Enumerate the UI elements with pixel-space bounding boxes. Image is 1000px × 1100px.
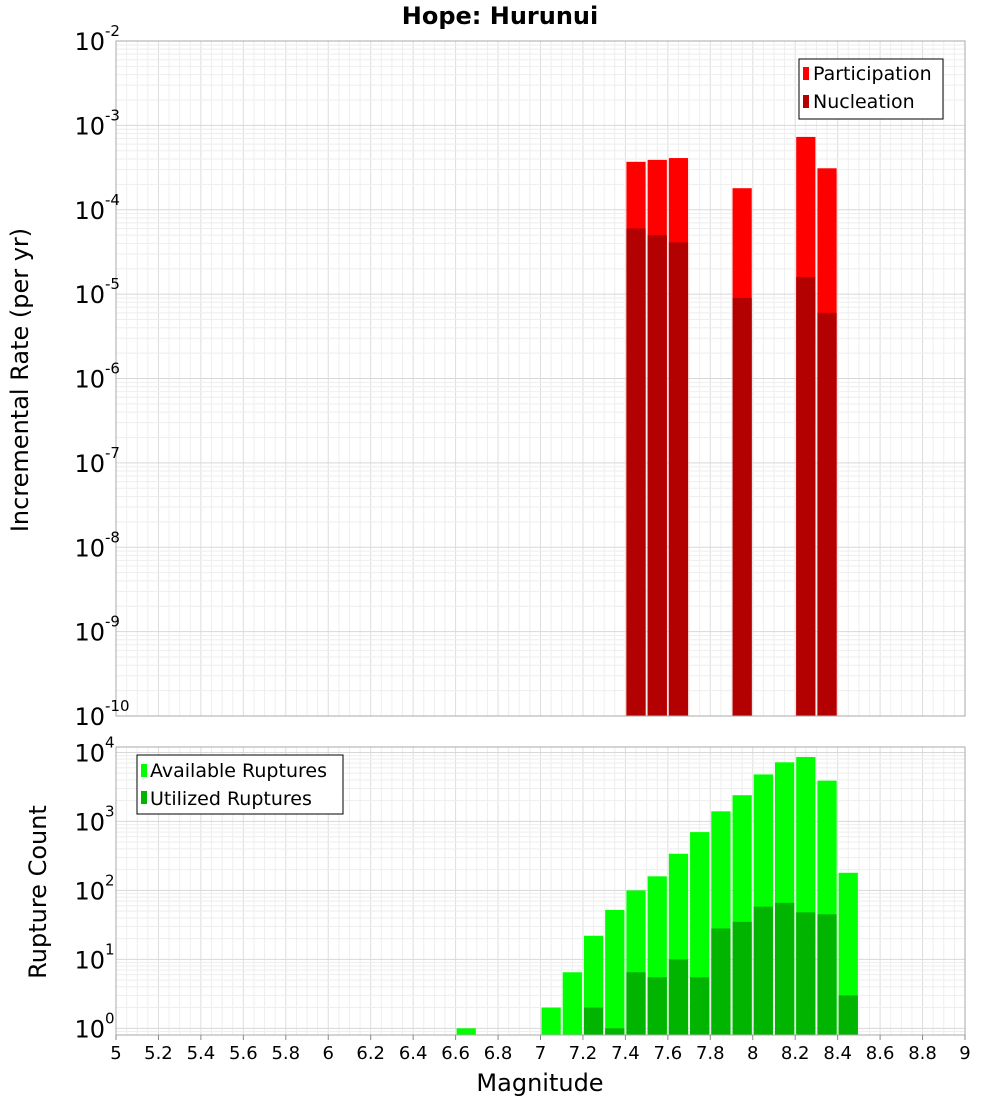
legend-label-nucleation: Nucleation [813,91,915,113]
count-bar-b [838,995,858,1035]
count-y-axis-label: Rupture Count [24,805,52,979]
rate-bar-b [796,276,816,716]
x-tick-label: 8.2 [781,1043,810,1064]
x-tick-label: 7.6 [654,1043,683,1064]
count-y-tick-label: 10 [74,946,105,974]
x-tick-label: 6 [323,1043,334,1064]
rate-y-axis-label: Incremental Rate (per yr) [6,228,34,532]
count-bar-b [690,977,710,1035]
x-tick-label: 6.8 [484,1043,513,1064]
rate-y-tick-label: 10 [74,281,105,309]
legend-swatch-nucleation [803,95,809,108]
rate-y-tick-label: 10 [74,197,105,225]
x-tick-label: 6.6 [441,1043,470,1064]
rate-y-tick-exponent: -3 [105,106,120,124]
rate-y-tick-exponent: -2 [105,22,120,40]
count-y-tick-label: 10 [74,739,105,767]
count-bar-b [647,977,667,1035]
x-axis-label: Magnitude [476,1069,603,1097]
count-bar-a [838,872,858,1035]
rate-y-tick-exponent: -8 [105,528,120,546]
rate-gridlines [115,40,966,717]
rate-plot-border [115,40,966,717]
rate-bars [626,136,837,717]
count-y-tick-label: 10 [74,1015,105,1043]
chart-title: Hope: Hurunui [402,2,598,30]
x-tick-label: 6.2 [356,1043,385,1064]
rate-bar-b [626,228,646,716]
count-bar-b [668,959,689,1035]
x-tick-label: 8 [747,1043,758,1064]
rate-y-tick-label: 10 [74,619,105,647]
rate-legend: Participation Nucleation [798,58,944,120]
legend-label-participation: Participation [813,63,932,85]
count-bar-a [456,1028,476,1035]
x-tick-label: 5.2 [144,1043,173,1064]
count-y-tick-exponent: 3 [105,802,115,820]
count-y-tick-exponent: 4 [105,733,115,751]
count-bar-b [817,914,837,1035]
rate-bar-b [817,312,837,716]
x-tick-label: 5.8 [271,1043,300,1064]
count-bar-a [605,909,625,1035]
count-legend: Available Ruptures Utilized Ruptures [136,754,344,815]
legend-label-utilized: Utilized Ruptures [150,788,312,810]
rate-y-tick-exponent: -4 [105,191,120,209]
x-tick-label: 5.6 [229,1043,258,1064]
x-tick-label: 5 [110,1043,121,1064]
rate-y-tick-label: 10 [74,534,105,562]
x-tick-label: 8.8 [908,1043,937,1064]
x-tick-label: 9 [959,1043,970,1064]
count-bar-b [774,902,795,1035]
count-x-ticks: 5 5.2 5.4 5.6 5.8 6 6.2 6.4 6.6 6.8 7 7.2 7.4 7.6 7.8 8… [110,1035,971,1064]
count-y-tick-exponent: 1 [105,940,115,958]
count-bars [456,756,858,1035]
rate-y-tick-exponent: -6 [105,360,120,378]
count-legend-box [136,754,344,815]
x-tick-label: 7.4 [611,1043,640,1064]
x-tick-label: 6.4 [399,1043,428,1064]
count-bar-a [541,1007,561,1035]
rate-y-tick-label: 10 [74,703,105,731]
x-tick-label: 7 [535,1043,546,1064]
rate-bar-b [668,242,689,716]
x-tick-label: 8.6 [866,1043,895,1064]
x-tick-label: 7.2 [569,1043,598,1064]
x-tick-label: 8.4 [823,1043,852,1064]
rate-bar-b [732,297,752,716]
x-tick-label: 7.8 [696,1043,725,1064]
count-bar-b [753,906,773,1035]
count-bar-b [626,972,646,1035]
rate-y-tick-label: 10 [74,366,105,394]
count-y-tick-exponent: 2 [105,871,115,889]
count-bar-b [583,1007,604,1035]
count-bar-b [796,912,816,1035]
legend-label-available: Available Ruptures [150,760,327,782]
rate-y-tick-label: 10 [74,450,105,478]
legend-swatch-utilized [141,791,147,804]
rate-bar-b [647,235,667,716]
count-y-tick-exponent: 0 [105,1009,115,1027]
rate-legend-box [798,58,944,120]
count-bar-b [605,1028,625,1035]
rate-y-tick-exponent: -7 [105,444,120,462]
x-tick-label: 5.4 [187,1043,216,1064]
rate-y-tick-label: 10 [74,28,105,56]
rate-y-tick-exponent: -5 [105,275,120,293]
count-y-tick-label: 10 [74,808,105,836]
count-bar-b [732,921,752,1035]
count-bar-b [711,928,731,1035]
legend-swatch-participation [803,67,809,80]
count-bar-a [562,972,582,1035]
rate-y-tick-exponent: -9 [105,613,120,631]
rate-y-tick-exponent: -10 [105,697,130,715]
legend-swatch-available [141,764,147,777]
count-y-tick-label: 10 [74,877,105,905]
rate-y-tick-label: 10 [74,112,105,140]
